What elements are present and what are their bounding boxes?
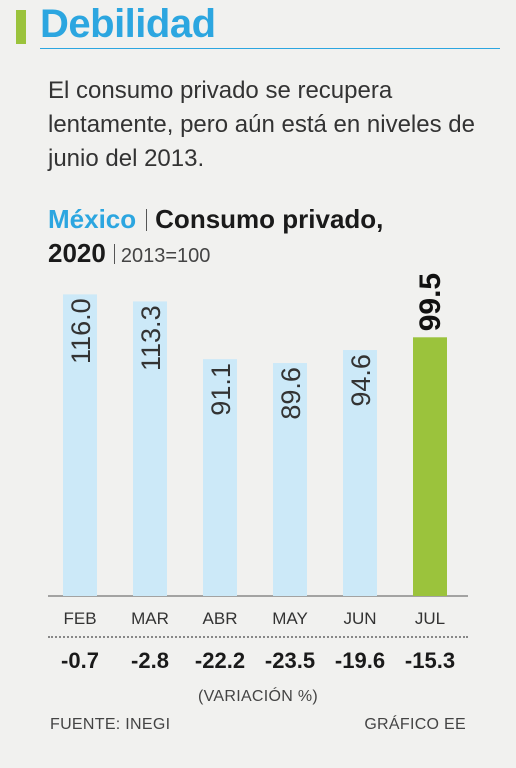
chart-base-note: 2013=100 <box>120 245 211 267</box>
bar-chart: 116.0 FEB 113.3 MAR 91.1 ABR 89.6 MAY 94.6 JUN 99.… <box>48 273 468 628</box>
page-subtitle: El consumo privado se recupera lentament… <box>48 77 475 172</box>
variation-value-jul: -15.3 <box>404 648 456 673</box>
variation-note: (VARIACIÓN %) <box>197 688 319 705</box>
title-divider <box>40 48 500 49</box>
accent-bar <box>16 10 26 44</box>
category-label-jun: JUN <box>343 609 376 628</box>
heading-separator <box>146 209 148 231</box>
category-label-mar: MAR <box>131 609 169 628</box>
category-label-abr: ABR <box>203 609 238 628</box>
chart-country: México <box>48 204 137 234</box>
heading-separator-2 <box>113 244 115 264</box>
chart-heading: México Consumo privado, 2020 2013=100 <box>48 202 488 273</box>
variation-divider <box>48 636 468 638</box>
value-label-may: 89.6 <box>276 367 306 420</box>
value-label-feb: 116.0 <box>66 298 96 364</box>
variation-value-feb: -0.7 <box>61 648 99 673</box>
variation-value-jun: -19.6 <box>334 648 386 673</box>
category-label-jul: JUL <box>415 609 445 628</box>
value-label-jul: 99.5 <box>414 273 447 331</box>
category-label-feb: FEB <box>63 609 96 628</box>
chart-title-a: Consumo privado, <box>155 204 384 234</box>
chart-title-b: 2020 <box>48 238 106 268</box>
bar-feb <box>63 294 97 596</box>
value-label-abr: 91.1 <box>206 363 236 416</box>
bar-mar <box>133 301 167 596</box>
variation-value-mar: -2.8 <box>131 648 169 673</box>
bar-may <box>273 363 307 596</box>
footer-credit: GRÁFICO EE <box>364 716 466 733</box>
footer-source: FUENTE: INEGI <box>50 716 171 733</box>
variation-value-abr: -22.2 <box>194 648 246 673</box>
page-title: Debilidad <box>40 2 216 46</box>
variation-value-may: -23.5 <box>264 648 316 673</box>
variation-row: -0.7 -2.8 -22.2 -23.5 -19.6 -15.3 <box>48 648 468 678</box>
bar-jul <box>413 337 447 596</box>
bar-jun <box>343 350 377 596</box>
value-label-mar: 113.3 <box>136 305 166 371</box>
bar-abr <box>203 359 237 596</box>
value-label-jun: 94.6 <box>346 354 376 407</box>
category-label-may: MAY <box>272 609 308 628</box>
